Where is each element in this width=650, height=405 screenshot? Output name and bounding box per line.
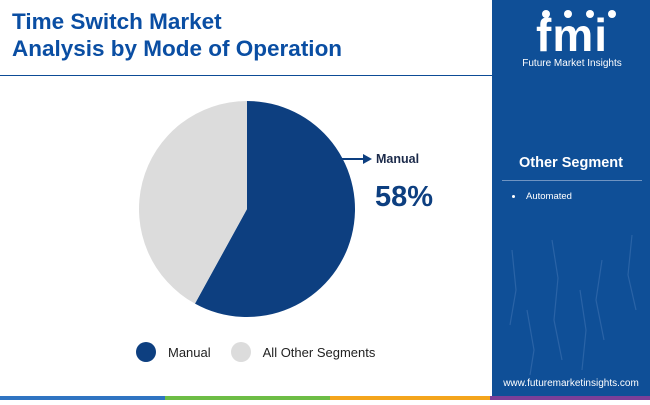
pie-slice-manual	[194, 101, 355, 317]
bottom-bar-segment-blue	[0, 396, 165, 400]
pie-chart-svg: Manual 58%	[139, 101, 433, 317]
callout-arrow-head-icon	[363, 154, 372, 164]
other-segment-divider	[502, 180, 642, 181]
other-segment-list: Automated	[506, 190, 572, 204]
brand-name: Future Market Insights	[522, 58, 622, 69]
other-segment-item: Automated	[506, 190, 572, 204]
title-divider	[0, 75, 492, 76]
pie-slice-all-other-segments	[139, 101, 247, 304]
callout: Manual 58%	[342, 152, 433, 213]
legend-swatch-manual	[136, 342, 156, 362]
bottom-bar-segment-orange	[330, 396, 490, 400]
legend-swatch-all-other-segments	[230, 342, 251, 362]
brand-logo: fmi Future Market Insights	[516, 8, 628, 70]
logo-wordmark: fmi	[536, 9, 608, 61]
logo-icons	[542, 10, 616, 18]
callout-value: 58%	[375, 181, 433, 213]
bottom-color-bar	[0, 396, 650, 400]
bottom-bar-segment-purple	[490, 396, 650, 400]
chart-legend: Manual All Other Segments	[136, 342, 395, 362]
sidebar: fmi Future Market Insights Other Segment…	[492, 0, 650, 400]
website-url[interactable]: www.futuremarketinsights.com	[503, 378, 639, 389]
legend-item-manual: Manual	[136, 342, 211, 362]
legend-item-all-other-segments: All Other Segments	[230, 342, 376, 362]
chart-title-line-2: Analysis by Mode of Operation	[12, 36, 343, 61]
chart-title: Time Switch Market Analysis by Mode of O…	[12, 8, 482, 62]
bottom-bar-segment-green	[165, 396, 330, 400]
callout-label: Manual	[376, 152, 419, 166]
chart-title-line-1: Time Switch Market	[12, 9, 222, 34]
pie-slices	[139, 101, 355, 317]
other-segment-title: Other Segment	[519, 155, 623, 171]
legend-label-manual: Manual	[168, 344, 211, 360]
pie-chart: Manual 58%	[139, 101, 433, 317]
legend-label-all-other-segments: All Other Segments	[262, 344, 376, 360]
sidebar-texture	[509, 234, 637, 376]
